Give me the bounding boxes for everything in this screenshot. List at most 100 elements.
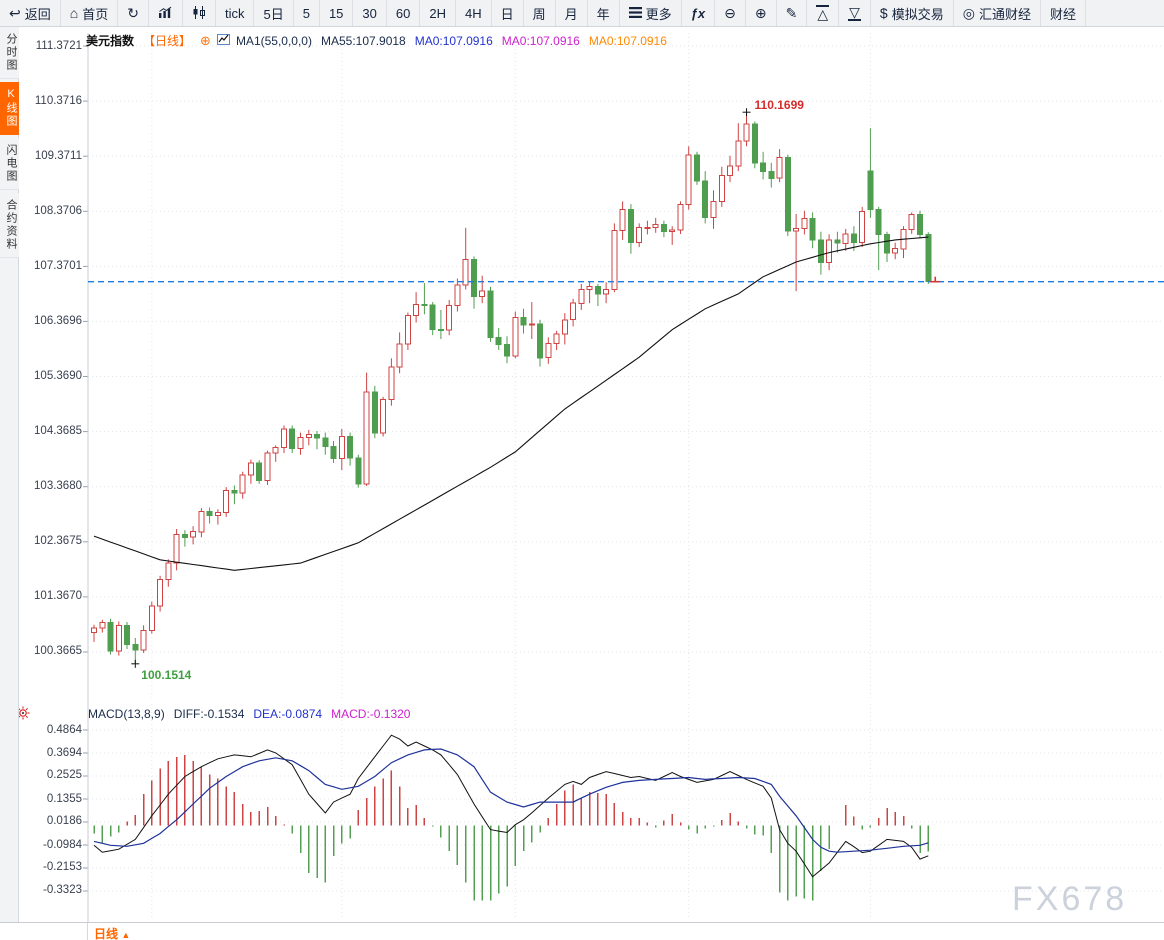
toolbar-button-tick[interactable]: tick (216, 0, 255, 26)
toolbar-button-fx[interactable]: ƒx (682, 0, 716, 26)
period-label: 【日线】 (143, 34, 192, 48)
macd-header: MACD(13,8,9) DIFF:-0.1534 DEA:-0.0874 MACD:… (88, 707, 419, 721)
toolbar-button-label: tick (224, 5, 245, 21)
toolbar-button-60[interactable]: 60 (387, 0, 421, 26)
toolbar-button-year[interactable]: 年 (588, 0, 620, 26)
zoom-out-icon: ⊖ (724, 5, 736, 21)
overlay-down-icon: ▽ (848, 4, 861, 21)
chart-candle-icon (192, 5, 206, 21)
toolbar-button-draw[interactable]: ✎ (777, 0, 808, 26)
toolbar-button-zoom-in[interactable]: ⊕ (746, 0, 777, 26)
main-chart-header: 美元指数 【日线】 ⊕ MA1(55,0,0,0) MA55:107.9018 MA0:1… (86, 32, 676, 49)
kline-settings-icon[interactable] (216, 34, 230, 48)
add-indicator-icon[interactable]: ⊕ (200, 33, 211, 48)
toolbar-button-label: 周 (532, 6, 546, 22)
macd-settings-icon[interactable] (16, 706, 30, 725)
toolbar-button-huitong[interactable]: ◎ 汇通财经 (954, 0, 1041, 26)
toolbar-button-label: 2H (429, 5, 446, 21)
toolbar-button-more[interactable]: 更多 (620, 0, 682, 26)
toolbar-button-refresh[interactable]: ↻ (118, 0, 149, 26)
macd-axis-label: 0.4864 (46, 723, 82, 736)
more-icon (628, 6, 642, 20)
toolbar-button-day[interactable]: 日 (492, 0, 524, 26)
toolbar-button-finance[interactable]: 财经 (1041, 0, 1086, 26)
toolbar-button-4h[interactable]: 4H (456, 0, 492, 26)
macd-axis-label: -0.3323 (42, 884, 82, 897)
toolbar-button-chart-candle[interactable] (183, 0, 216, 26)
bottom-left-cell (0, 923, 88, 940)
price-axis-label: 103.3680 (34, 480, 82, 493)
high-annotation: 110.1699 (755, 98, 805, 112)
toolbar-button-label: 首页 (82, 6, 109, 22)
macd-axis-label: 0.2525 (46, 769, 82, 782)
toolbar-button-sim-trading[interactable]: $ 模拟交易 (871, 0, 954, 26)
ma-settings-text: MA1(55,0,0,0) (235, 34, 312, 48)
toolbar-button-5d[interactable]: 5日 (254, 0, 294, 26)
toolbar: ↩ 返回 ⌂ 首页 ↻ tick 5日 5 15 30 60 2H 4H 日周月年更多 ƒx ⊖ ⊕ ✎ △ ▽ $ 模拟… (0, 0, 1164, 27)
sidebar-item-chart[interactable]: 闪电图 (0, 138, 19, 190)
toolbar-button-label: 30 (362, 5, 377, 21)
macd-axis-label: -0.2153 (42, 861, 82, 874)
macd-axis-label: -0.0984 (42, 838, 82, 851)
price-axis-label: 106.3696 (34, 314, 82, 327)
toolbar-button-label: 月 (564, 6, 578, 22)
toolbar-button-label: 模拟交易 (891, 6, 944, 22)
toolbar-button-label: 年 (596, 6, 610, 22)
price-axis-label: 107.3701 (34, 259, 82, 272)
toolbar-button-label: 汇通财经 (978, 6, 1031, 22)
toolbar-button-30[interactable]: 30 (353, 0, 387, 26)
toolbar-button-5[interactable]: 5 (294, 0, 320, 26)
toolbar-button-label: 财经 (1049, 6, 1076, 22)
chart-type-sidebar: 分时图 K线图闪电图合约资料 (0, 27, 19, 922)
price-axis-label: 109.3711 (34, 149, 82, 162)
toolbar-button-overlay-down[interactable]: ▽ (839, 0, 871, 26)
toolbar-button-zoom-out[interactable]: ⊖ (715, 0, 746, 26)
price-axis-label: 108.3706 (34, 204, 82, 217)
price-axis-label: 101.3670 (34, 590, 82, 603)
price-axis-label: 100.3665 (34, 645, 82, 658)
toolbar-button-overlay-up[interactable]: △ (807, 0, 840, 26)
overlay-up-icon: △ (816, 5, 830, 22)
toolbar-button-month[interactable]: 月 (556, 0, 588, 26)
toolbar-button-chart-line[interactable] (149, 0, 183, 26)
macd-dea-value: DEA:-0.0874 (253, 707, 323, 721)
zoom-in-icon: ⊕ (754, 5, 767, 21)
chart-line-icon (158, 6, 173, 21)
toolbar-button-label: 返回 (24, 6, 51, 22)
toolbar-button-week[interactable]: 周 (524, 0, 556, 26)
symbol-name: 美元指数 (86, 34, 135, 48)
toolbar-button-label: 4H (464, 5, 482, 21)
toolbar-button-label: 15 (328, 5, 344, 21)
sidebar-item-chart[interactable]: 合约资料 (0, 193, 19, 258)
ma55-value: MA55:107.9018 (320, 34, 406, 48)
bottom-axis-bar: 日线 ▲ (0, 922, 1164, 940)
macd-axis-label: 0.1355 (46, 792, 82, 805)
price-axis-label: 104.3685 (34, 425, 82, 438)
watermark: FX678 (1012, 880, 1128, 918)
macd-axis-label: 0.3694 (46, 746, 82, 759)
period-arrow-icon: ▲ (121, 930, 131, 940)
draw-icon: ✎ (785, 5, 798, 21)
toolbar-button-back[interactable]: ↩ 返回 (0, 0, 61, 26)
back-icon: ↩ (9, 5, 21, 21)
toolbar-button-label: 60 (395, 5, 411, 21)
fx-icon: ƒx (690, 5, 706, 21)
toolbar-button-label: 5日 (263, 6, 284, 22)
sim-trading-icon: $ (879, 5, 888, 21)
sidebar-item-active-chart[interactable]: K线图 (0, 82, 19, 135)
toolbar-button-15[interactable]: 15 (320, 0, 354, 26)
toolbar-button-home[interactable]: ⌂ 首页 (61, 0, 119, 26)
toolbar-button-2h[interactable]: 2H (420, 0, 456, 26)
toolbar-button-label: 日 (500, 6, 514, 22)
sidebar-item-chart[interactable]: 分时图 (0, 27, 19, 79)
huitong-icon: ◎ (962, 5, 975, 21)
price-axis-label: 102.3675 (34, 535, 82, 548)
macd-axis-label: 0.0186 (46, 815, 82, 828)
price-axis-label: 110.3716 (34, 94, 82, 107)
toolbar-button-label: 更多 (645, 6, 672, 22)
ma0-value-1: MA0:107.0916 (414, 34, 493, 48)
period-selector[interactable]: 日线 ▲ (94, 927, 131, 940)
refresh-icon: ↻ (127, 5, 139, 21)
